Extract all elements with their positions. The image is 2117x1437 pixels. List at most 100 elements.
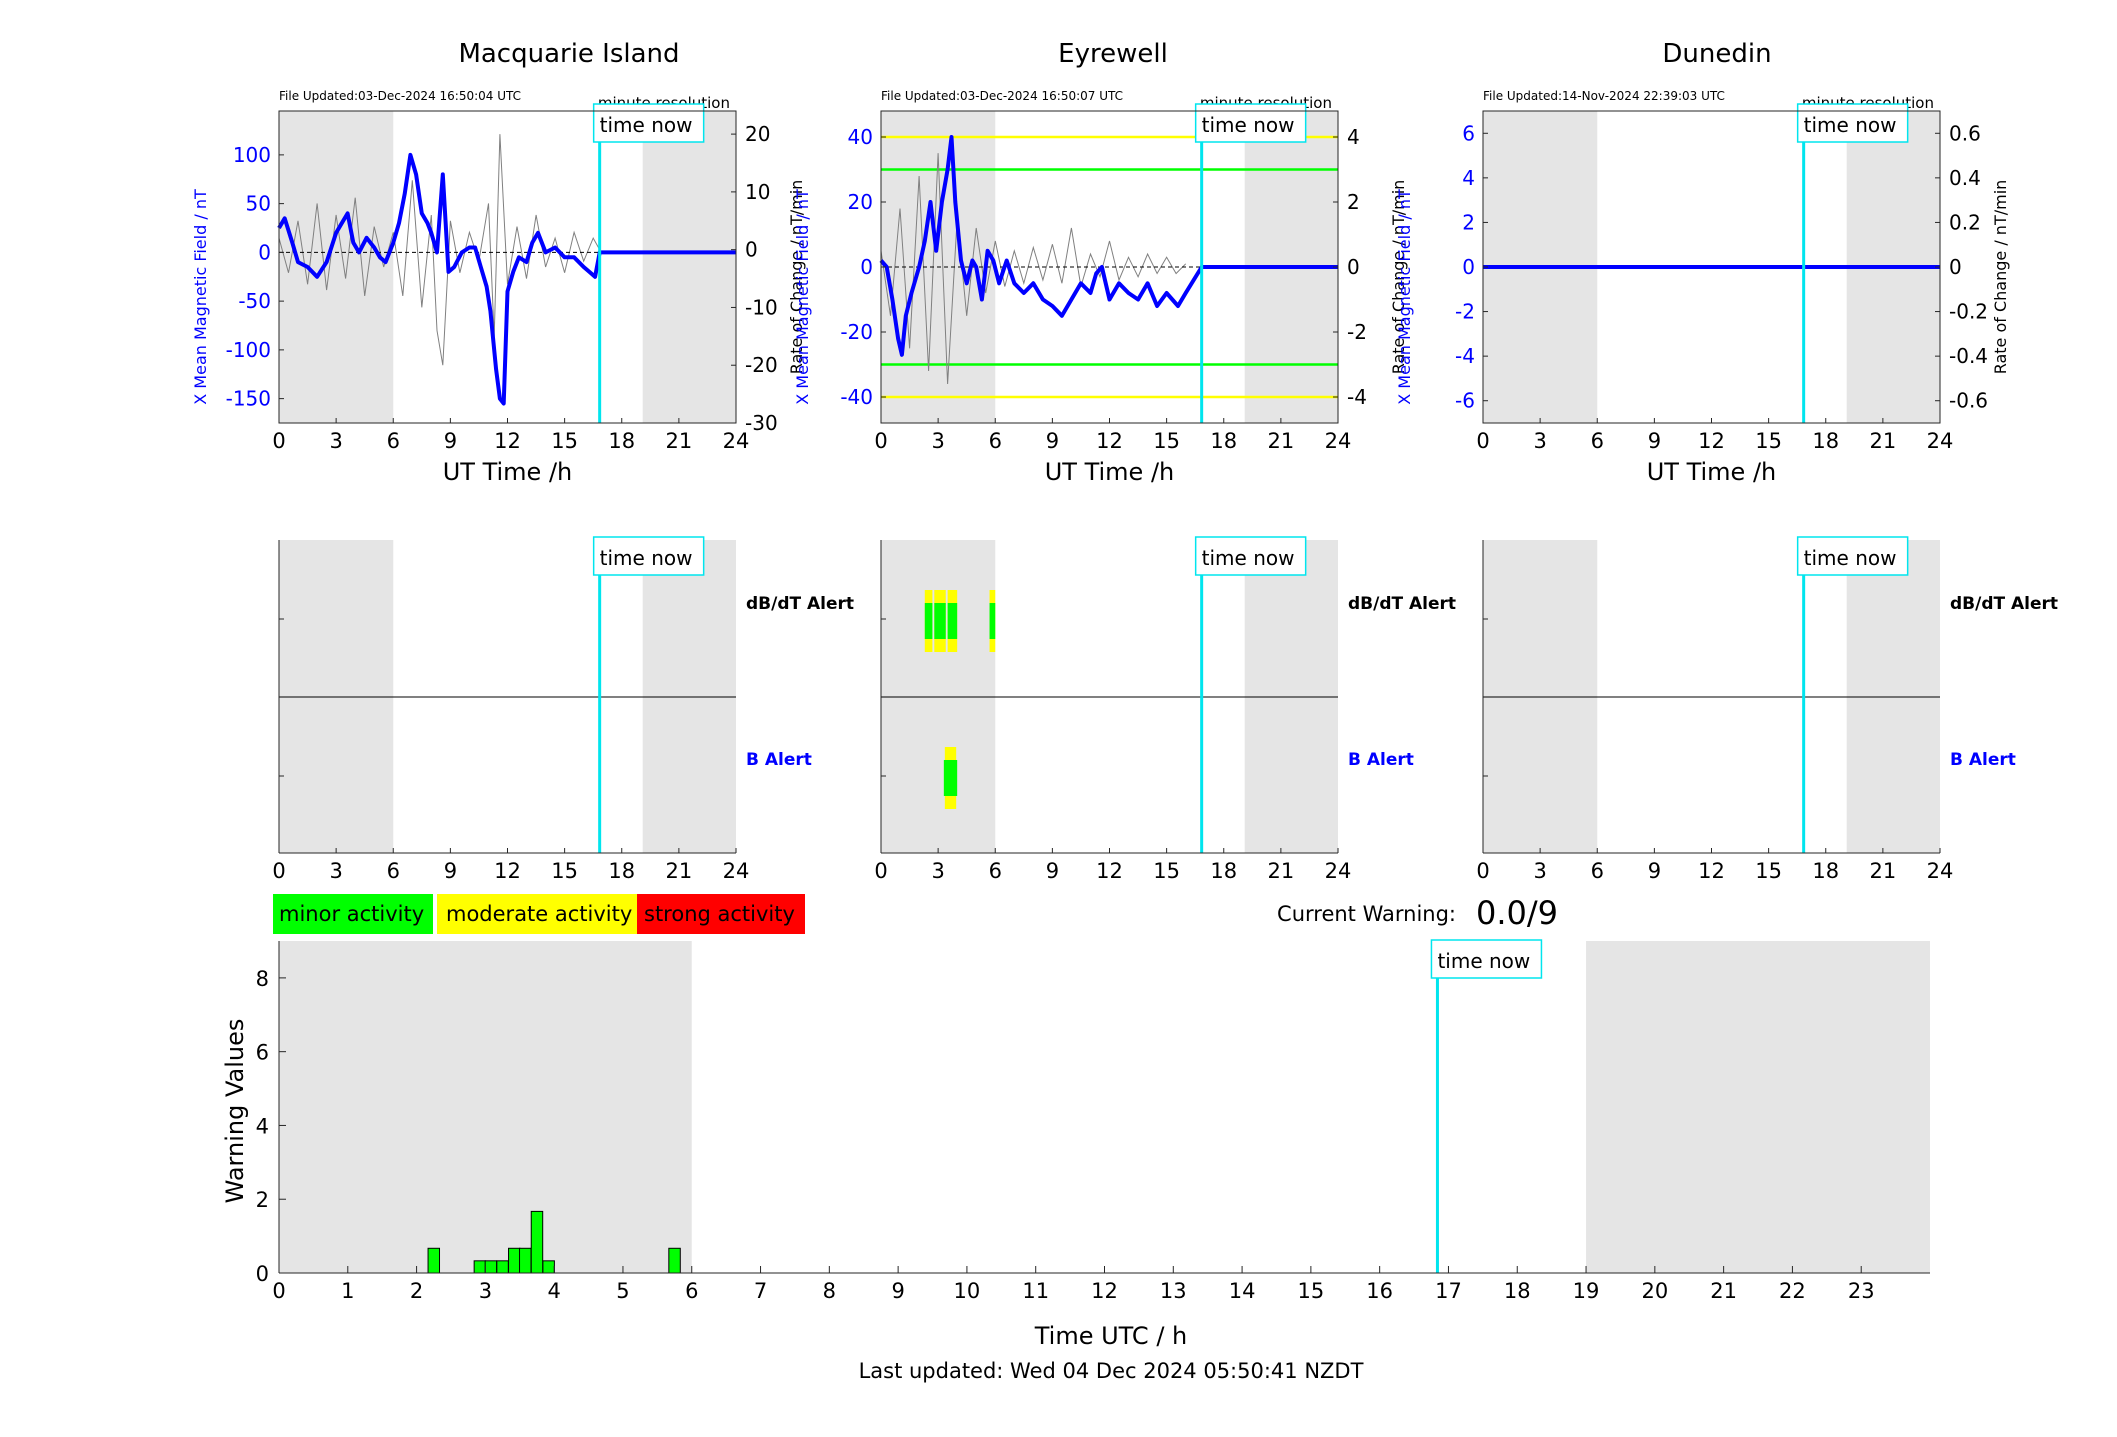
warning-x-tick-label: 7: [754, 1279, 767, 1303]
st1-x-tick-label: 9: [1046, 429, 1059, 453]
st0-right-tick-label: -10: [745, 295, 778, 319]
legend-strong-label: strong activity: [644, 902, 795, 926]
alert1-dbdt-alert-minor: [924, 603, 933, 639]
warning-bar: [668, 1247, 681, 1274]
st0-x-tick-label: 21: [666, 429, 693, 453]
st0-rate-of-change-series: [278, 134, 601, 366]
warning-y-tick-label: 8: [256, 967, 269, 991]
st2-left-tick-label: -4: [1455, 344, 1475, 368]
warning-x-tick-label: 0: [272, 1279, 285, 1303]
warning-x-tick-label: 17: [1435, 1279, 1462, 1303]
alert2-x-tick-label: 9: [1648, 859, 1661, 883]
warning-x-tick-label: 20: [1641, 1279, 1668, 1303]
st2-left-y-label: X Mean Magnetic Field / nT: [1395, 189, 1414, 405]
st1-x-tick-label: 18: [1210, 429, 1237, 453]
warning-x-tick-label: 14: [1229, 1279, 1256, 1303]
alert0-time-now-label: time now: [600, 546, 693, 570]
st1-time-now-label: time now: [1202, 113, 1295, 137]
warning-x-tick-label: 3: [479, 1279, 492, 1303]
st0-left-tick-label: -100: [226, 338, 271, 362]
st0-x-tick-label: 24: [723, 429, 750, 453]
warning-x-tick-label: 13: [1160, 1279, 1187, 1303]
alert1-x-tick-label: 12: [1096, 859, 1123, 883]
alert0-x-tick-label: 0: [272, 859, 285, 883]
st0-x-tick-label: 15: [551, 429, 578, 453]
alert1-dbdt-alert-minor: [989, 603, 996, 639]
warning-x-tick-label: 19: [1573, 1279, 1600, 1303]
st2-right-tick-label: 0: [1949, 255, 1962, 279]
warning-x-tick-label: 15: [1298, 1279, 1325, 1303]
st0-x-label: UT Time /h: [443, 458, 573, 486]
st0-x-tick-label: 12: [494, 429, 521, 453]
st1-x-tick-label: 21: [1268, 429, 1295, 453]
alert1-x-tick-label: 24: [1325, 859, 1352, 883]
warning-x-tick-label: 22: [1779, 1279, 1806, 1303]
st1-right-tick-label: 2: [1347, 190, 1360, 214]
alert1-x-tick-label: 21: [1268, 859, 1295, 883]
alert2-x-tick-label: 21: [1870, 859, 1897, 883]
st1-left-tick-label: 40: [848, 125, 873, 149]
st2-left-tick-label: 0: [1462, 255, 1475, 279]
st2-x-tick-label: 24: [1927, 429, 1954, 453]
last-updated: Last updated: Wed 04 Dec 2024 05:50:41 N…: [859, 1359, 1364, 1383]
warning-bar: [496, 1260, 509, 1274]
alert1-time-now-box: [1194, 536, 1307, 576]
warning-x-tick-label: 21: [1710, 1279, 1737, 1303]
st2-right-tick-label: 0.4: [1949, 166, 1981, 190]
alert1-x-tick-label: 3: [931, 859, 944, 883]
alert0-x-tick-label: 21: [666, 859, 693, 883]
alert2-time-now-label: time now: [1804, 546, 1897, 570]
st2-right-tick-label: -0.4: [1949, 344, 1988, 368]
warning-x-tick-label: 8: [823, 1279, 836, 1303]
st2-time-now-label: time now: [1804, 113, 1897, 137]
alert0-x-tick-label: 24: [723, 859, 750, 883]
alert2-x-tick-label: 15: [1755, 859, 1782, 883]
st0-x-tick-label: 9: [444, 429, 457, 453]
st2-right-tick-label: 0.6: [1949, 121, 1981, 145]
warning-ylabel: Warning Values: [221, 1019, 249, 1204]
st2-x-tick-label: 3: [1533, 429, 1546, 453]
st0-right-tick-label: 20: [745, 122, 770, 146]
st2-x-label: UT Time /h: [1647, 458, 1777, 486]
warning-y-tick-label: 6: [256, 1041, 269, 1065]
warning-night-shade: [279, 941, 692, 1273]
alert2-x-tick-label: 18: [1812, 859, 1839, 883]
st1-right-tick-label: 0: [1347, 255, 1360, 279]
alert2-time-now-box: [1796, 536, 1909, 576]
st0-left-tick-label: 0: [258, 240, 271, 264]
st2-right-tick-label: 0.2: [1949, 210, 1981, 234]
st2-left-tick-label: 2: [1462, 210, 1475, 234]
legend-moderate-swatch: [437, 894, 637, 934]
st1-right-tick-label: 4: [1347, 125, 1360, 149]
st2-x-tick-label: 6: [1591, 429, 1604, 453]
warning-bar: [542, 1260, 555, 1274]
st0-x-tick-label: 3: [329, 429, 342, 453]
warning-y-tick-label: 0: [256, 1262, 269, 1286]
st0-left-y-label: X Mean Magnetic Field / nT: [191, 189, 210, 405]
warning-time-now-box: [1430, 939, 1543, 979]
st1-time-now-box: [1194, 103, 1307, 143]
st0-x-tick-label: 6: [387, 429, 400, 453]
st1-x-label: UT Time /h: [1045, 458, 1175, 486]
st1-left-tick-label: -40: [840, 385, 873, 409]
st0-right-tick-label: 0: [745, 238, 758, 262]
st2-left-tick-label: 4: [1462, 166, 1475, 190]
file-updated-macquarie: File Updated:03-Dec-2024 16:50:04 UTC: [279, 89, 521, 103]
st0-left-tick-label: -50: [238, 289, 271, 313]
legend-moderate-label: moderate activity: [446, 902, 632, 926]
st0-x-tick-label: 18: [608, 429, 635, 453]
alert0-x-tick-label: 9: [444, 859, 457, 883]
warning-x-tick-label: 23: [1848, 1279, 1875, 1303]
st1-right-tick-label: -2: [1347, 320, 1367, 344]
alert0-x-tick-label: 18: [608, 859, 635, 883]
st2-x-tick-label: 18: [1812, 429, 1839, 453]
st1-left-tick-label: 0: [860, 255, 873, 279]
st1-left-tick-label: -20: [840, 320, 873, 344]
st0-right-tick-label: -20: [745, 353, 778, 377]
alert1-x-tick-label: 18: [1210, 859, 1237, 883]
st1-right-tick-label: -4: [1347, 385, 1367, 409]
alert1-x-tick-label: 6: [989, 859, 1002, 883]
warning-x-tick-label: 2: [410, 1279, 423, 1303]
st0-magnetic-field-series: [277, 152, 736, 406]
